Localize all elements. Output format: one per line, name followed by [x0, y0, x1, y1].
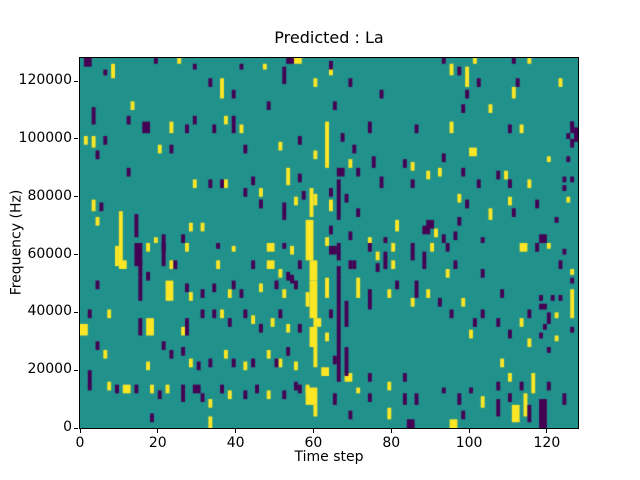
y-tick-label: 0: [63, 419, 72, 435]
x-tick-label: 20: [148, 435, 167, 451]
y-tick-mark: [74, 196, 78, 198]
y-tick-mark: [74, 427, 78, 429]
x-tick-mark: [546, 429, 548, 433]
x-tick-label: 0: [75, 435, 85, 451]
y-tick-label: 100000: [18, 129, 72, 146]
y-tick-mark: [74, 254, 78, 256]
y-tick-label: 120000: [18, 72, 72, 89]
x-tick-mark: [312, 429, 314, 433]
y-tick-label: 80000: [27, 187, 72, 204]
x-tick-mark: [468, 429, 470, 433]
x-tick-label: 120: [533, 435, 561, 451]
x-axis-label: Time step: [294, 449, 364, 465]
y-tick-mark: [74, 369, 78, 371]
y-tick-mark: [74, 138, 78, 140]
x-tick-label: 80: [382, 435, 401, 451]
y-tick-label: 20000: [27, 361, 72, 378]
x-tick-label: 60: [304, 435, 323, 451]
y-tick-label: 60000: [27, 245, 72, 262]
heatmap-canvas: [80, 58, 578, 428]
chart-title: Predicted : La: [274, 28, 384, 47]
x-tick-mark: [157, 429, 159, 433]
y-tick-label: 40000: [27, 303, 72, 320]
y-tick-mark: [74, 311, 78, 313]
x-tick-mark: [390, 429, 392, 433]
x-tick-mark: [79, 429, 81, 433]
y-tick-mark: [74, 80, 78, 82]
plot-area: [79, 57, 579, 429]
x-tick-mark: [235, 429, 237, 433]
x-tick-label: 40: [226, 435, 245, 451]
x-tick-label: 100: [455, 435, 483, 451]
